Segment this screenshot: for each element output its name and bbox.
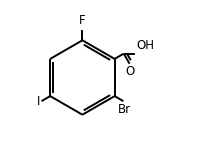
- Text: O: O: [126, 65, 135, 78]
- Text: F: F: [79, 14, 86, 27]
- Text: OH: OH: [136, 39, 154, 52]
- Text: I: I: [37, 95, 40, 108]
- Text: Br: Br: [118, 103, 131, 115]
